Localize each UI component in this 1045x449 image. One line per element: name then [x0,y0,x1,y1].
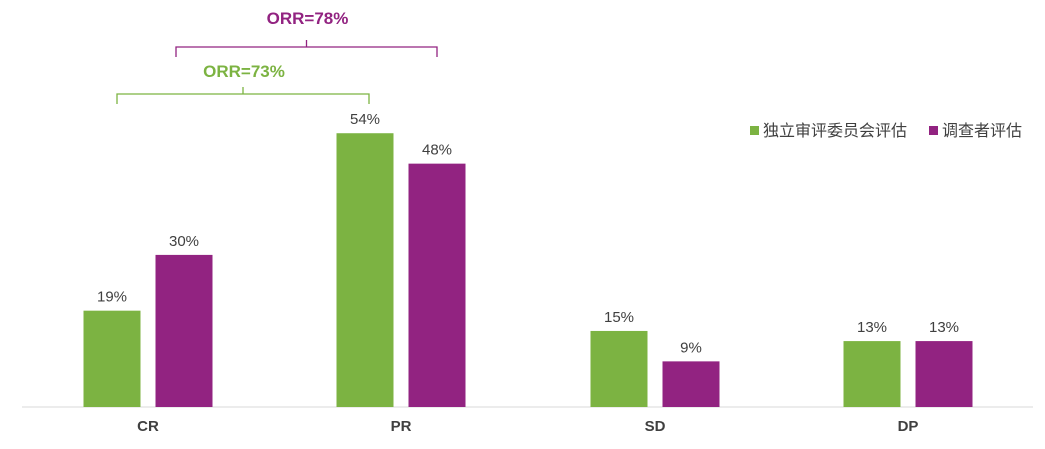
value-label-dp-series-1: 13% [857,319,887,336]
legend-label-2: 调查者评估 [942,122,1022,140]
value-label-sd-series-2: 9% [680,339,702,356]
bar-cr-series-2 [155,254,213,407]
bar-sd-series-2 [662,361,720,407]
orr-label-2: ORR=73% [203,62,285,81]
legend-label-1: 独立审评委员会评估 [763,122,907,140]
legend-swatch-2 [929,126,938,135]
bar-dp-series-1 [843,341,901,407]
bar-sd-series-1 [590,330,648,407]
value-label-cr-series-2: 30% [169,233,199,250]
bar-pr-series-2 [408,163,466,407]
value-label-dp-series-2: 13% [929,319,959,336]
orr-bracket-2 [116,87,370,104]
category-label-cr: CR [137,418,159,435]
bar-cr-series-1 [83,310,141,407]
orr-label-1: ORR=78% [267,9,349,28]
value-label-sd-series-1: 15% [604,309,634,326]
value-label-cr-series-1: 19% [97,289,127,306]
bar-dp-series-2 [915,341,973,407]
value-label-pr-series-2: 48% [422,142,452,159]
bar-pr-series-1 [336,133,394,407]
orr-bracket-1 [175,40,438,57]
category-label-pr: PR [391,418,412,435]
value-label-pr-series-1: 54% [350,111,380,128]
category-label-dp: DP [898,418,919,435]
legend-swatch-1 [750,126,759,135]
category-label-sd: SD [645,418,666,435]
